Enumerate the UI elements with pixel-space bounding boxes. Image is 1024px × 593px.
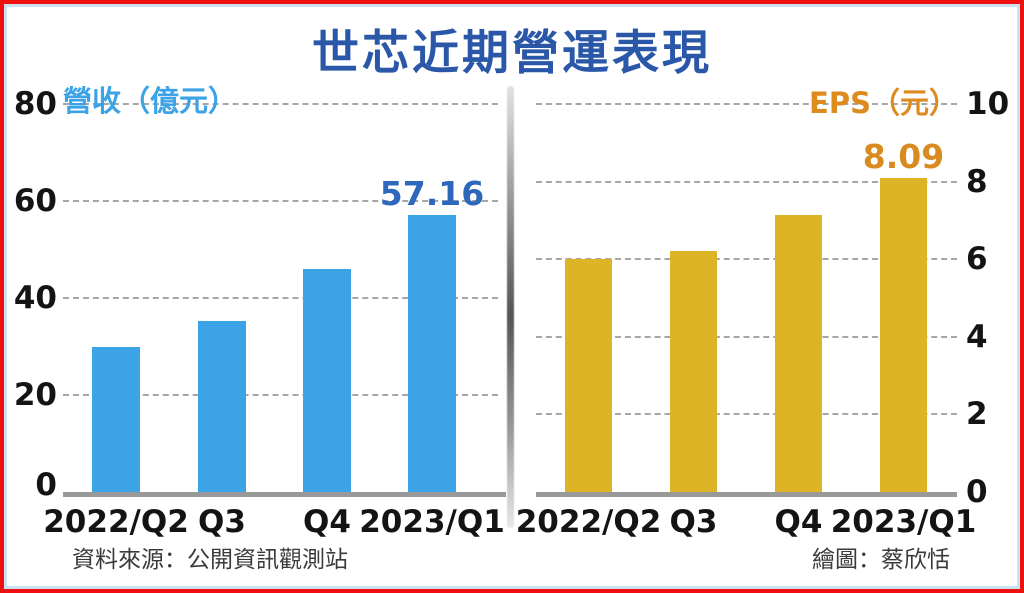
eps-xtick-2022/Q2: 2022/Q2 (515, 504, 662, 540)
revenue-ytick-40: 40 (13, 280, 57, 316)
revenue-gridline-40 (63, 297, 498, 299)
revenue-xtick-Q3: Q3 (198, 504, 246, 540)
revenue-gridline-60 (63, 200, 498, 202)
revenue-ytick-20: 20 (13, 377, 57, 413)
eps-gridline-8 (536, 180, 957, 183)
revenue-value-label-2023/Q1: 57.16 (379, 173, 485, 213)
revenue-xtick-2022/Q2: 2022/Q2 (43, 504, 189, 540)
eps-gridline-10 (536, 103, 957, 105)
eps-xtick-2023/Q1: 2023/Q1 (830, 504, 977, 540)
panel-divider (507, 86, 514, 528)
revenue-ytick-0: 0 (35, 467, 57, 503)
eps-x-axis (536, 492, 957, 497)
eps-xtick-Q4: Q4 (774, 504, 823, 540)
eps-value-label-2023/Q1: 8.09 (862, 137, 945, 177)
revenue-bar-2023/Q1 (408, 214, 456, 492)
eps-ytick-6: 6 (966, 241, 988, 278)
eps-ytick-10: 10 (966, 86, 1010, 122)
revenue-gridline-80 (63, 103, 498, 105)
revenue-axis-label: 營收（億元） (63, 84, 238, 118)
data-source-note: 資料來源：公開資訊觀測站 (72, 547, 348, 573)
illustrator-credit: 繪圖：蔡欣恬 (812, 547, 950, 573)
eps-gridline-6 (536, 258, 957, 261)
revenue-ytick-60: 60 (13, 183, 57, 219)
eps-bar-2023/Q1 (880, 178, 927, 492)
revenue-bar-Q4 (303, 269, 351, 492)
revenue-ytick-80: 80 (13, 86, 57, 122)
eps-gridline-4 (536, 335, 957, 338)
revenue-gridline-20 (63, 394, 498, 396)
eps-ytick-2: 2 (966, 396, 988, 433)
eps-bar-Q3 (670, 251, 717, 492)
eps-bar-2022/Q2 (565, 259, 612, 492)
revenue-xtick-2023/Q1: 2023/Q1 (359, 504, 505, 540)
revenue-x-axis (63, 492, 506, 497)
revenue-bar-Q3 (198, 321, 246, 492)
eps-gridline-2 (536, 413, 957, 416)
eps-ytick-0: 0 (966, 474, 988, 510)
eps-ytick-4: 4 (966, 318, 988, 355)
revenue-xtick-Q4: Q4 (303, 504, 351, 540)
revenue-bar-2022/Q2 (92, 347, 140, 492)
eps-bar-Q4 (775, 214, 822, 492)
eps-ytick-8: 8 (966, 163, 988, 200)
eps-xtick-Q3: Q3 (669, 504, 718, 540)
page-title: 世芯近期營運表現 (312, 26, 712, 81)
eps-axis-label: EPS（元） (809, 86, 958, 120)
